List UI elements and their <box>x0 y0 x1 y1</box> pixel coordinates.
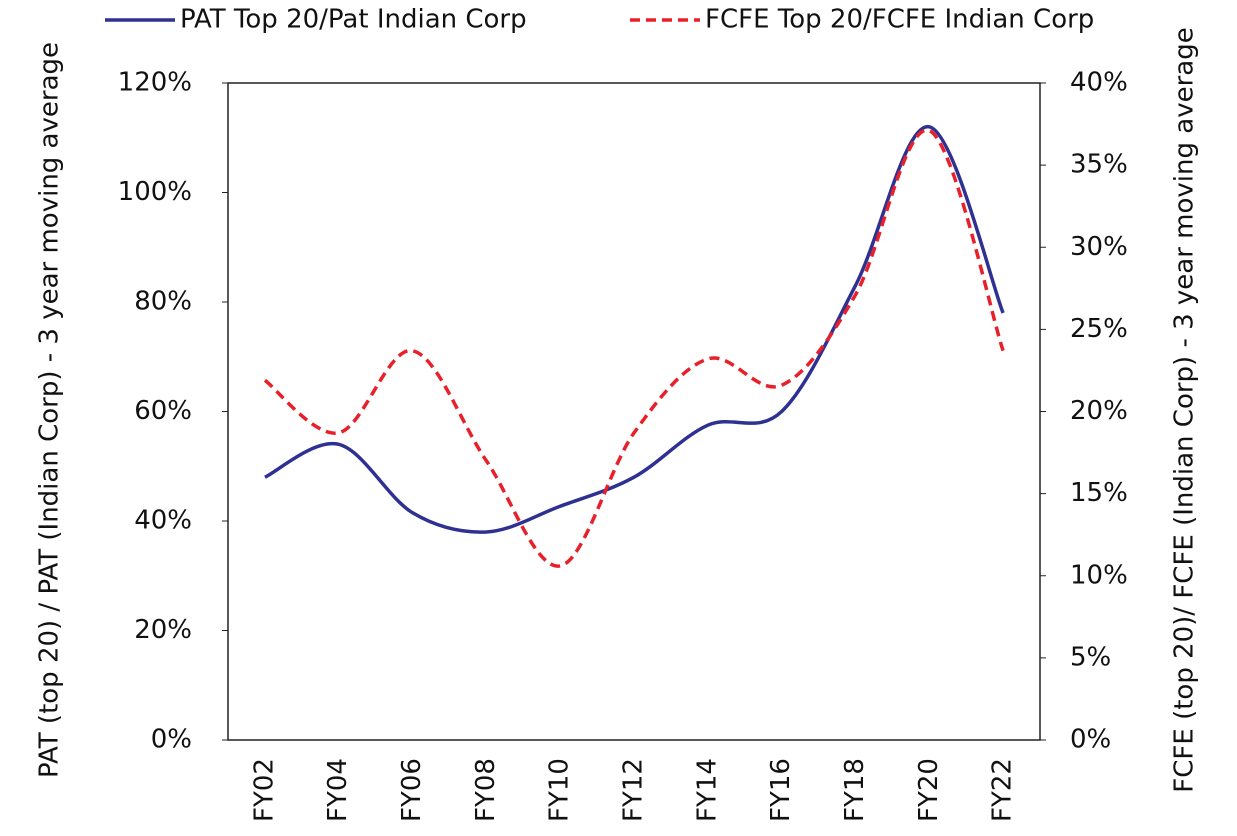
x-tick-label: FY04 <box>323 758 353 822</box>
y-tick-label: 0% <box>151 725 192 755</box>
x-tick-label: FY16 <box>766 758 796 822</box>
y2-tick-label: 35% <box>1070 150 1128 180</box>
line-series <box>263 128 1005 568</box>
y-tick-label: 60% <box>134 396 192 426</box>
x-tick-label: FY02 <box>249 758 279 822</box>
y-tick-label: 80% <box>134 287 192 317</box>
plot-frame <box>227 82 1041 741</box>
line-series <box>264 125 1005 534</box>
y-tick-label: 100% <box>118 177 192 207</box>
legend-label: FCFE Top 20/FCFE Indian Corp <box>705 5 1094 35</box>
legend-label: PAT Top 20/Pat Indian Corp <box>180 5 527 35</box>
y-tick-label: 40% <box>134 506 192 536</box>
y2-axis-title: FCFE (top 20)/ FCFE (Indian Corp) - 3 ye… <box>1170 27 1200 792</box>
y2-tick-label: 20% <box>1070 396 1128 426</box>
y2-tick-label: 15% <box>1070 478 1128 508</box>
y2-tick-label: 10% <box>1070 560 1128 590</box>
y-axis-title: PAT (top 20) / PAT (Indian Corp) - 3 yea… <box>35 42 65 778</box>
x-tick-label: FY10 <box>545 758 575 822</box>
x-tick-label: FY14 <box>692 758 722 822</box>
x-tick-label: FY12 <box>619 758 649 822</box>
y2-tick-label: 0% <box>1070 725 1111 755</box>
x-tick-label: FY18 <box>840 758 870 822</box>
y2-tick-label: 30% <box>1070 232 1128 262</box>
x-tick-label: FY08 <box>471 758 501 822</box>
y2-tick-label: 25% <box>1070 314 1128 344</box>
y-tick-label: 20% <box>134 615 192 645</box>
y2-tick-label: 5% <box>1070 642 1111 672</box>
y2-tick-label: 40% <box>1070 68 1128 98</box>
x-tick-label: FY06 <box>397 758 427 822</box>
x-tick-label: FY22 <box>988 758 1018 822</box>
y-tick-label: 120% <box>118 68 192 98</box>
x-tick-label: FY20 <box>914 758 944 822</box>
